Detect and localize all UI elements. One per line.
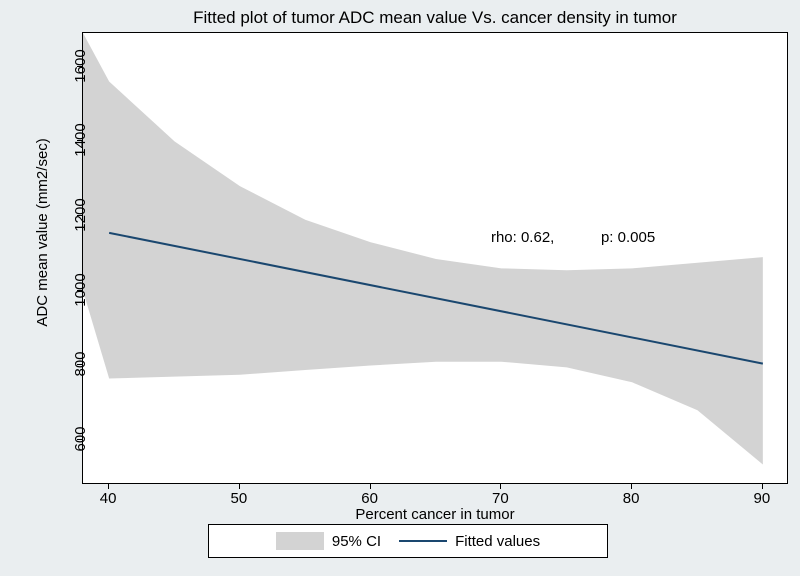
y-tick-label: 600	[72, 427, 89, 452]
y-tick-label: 800	[72, 352, 89, 377]
x-tick-label: 80	[623, 490, 640, 507]
legend-box: 95% CI Fitted values	[208, 524, 608, 558]
x-axis-label: Percent cancer in tumor	[82, 506, 788, 523]
legend-swatch-line-icon	[399, 540, 447, 542]
legend-swatch-ci-icon	[276, 532, 324, 550]
plot-svg: rho: 0.62, p: 0.005	[83, 33, 789, 485]
y-tick-label: 1600	[72, 49, 89, 82]
x-tick-label: 90	[754, 490, 771, 507]
x-tick-mark	[631, 484, 632, 489]
x-tick-label: 60	[361, 490, 378, 507]
y-tick-label: 1400	[72, 124, 89, 157]
x-tick-mark	[500, 484, 501, 489]
plot-area: rho: 0.62, p: 0.005	[82, 32, 788, 484]
annotation-rho: rho: 0.62,	[491, 229, 554, 246]
x-tick-label: 40	[100, 490, 117, 507]
legend-label-ci: 95% CI	[332, 533, 381, 550]
x-tick-mark	[108, 484, 109, 489]
x-tick-mark	[239, 484, 240, 489]
y-tick-label: 1200	[72, 198, 89, 231]
x-tick-label: 50	[231, 490, 248, 507]
chart-title: Fitted plot of tumor ADC mean value Vs. …	[82, 8, 788, 28]
x-tick-label: 70	[492, 490, 509, 507]
legend-item-ci: 95% CI	[276, 532, 381, 550]
y-tick-label: 1000	[72, 273, 89, 306]
legend-label-line: Fitted values	[455, 533, 540, 550]
x-tick-mark	[762, 484, 763, 489]
chart-container: Fitted plot of tumor ADC mean value Vs. …	[0, 0, 800, 576]
annotation-p: p: 0.005	[601, 229, 655, 246]
legend-item-line: Fitted values	[399, 533, 540, 550]
x-tick-mark	[370, 484, 371, 489]
y-axis-label: ADC mean value (mm2/sec)	[34, 97, 51, 368]
